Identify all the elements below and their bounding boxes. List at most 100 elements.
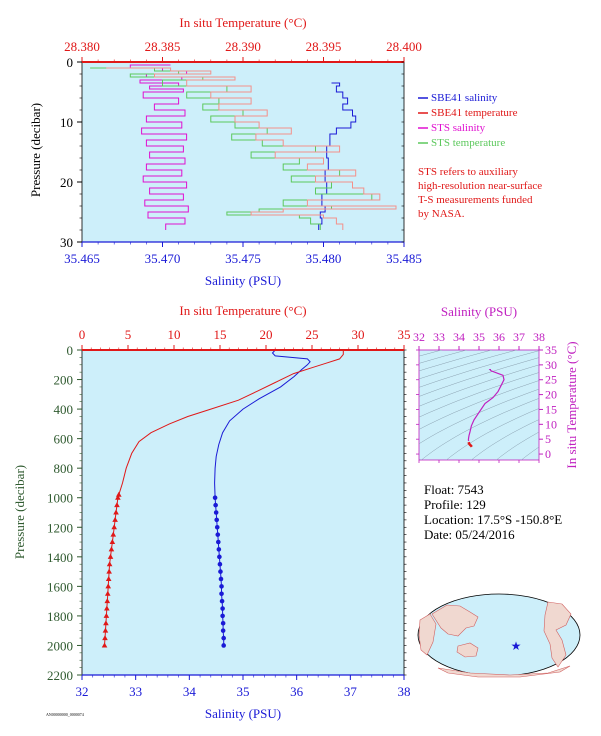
series-temperature-deep-line bbox=[104, 494, 120, 646]
x-tick-label: 36 bbox=[290, 684, 304, 699]
bottom-plot-area bbox=[81, 349, 405, 676]
temperature-marker bbox=[104, 605, 110, 611]
x-top-tick-label: 35 bbox=[398, 327, 411, 342]
series-salinity-line bbox=[214, 349, 311, 498]
ts-y-tick-label: 25 bbox=[545, 373, 557, 387]
salinity-marker bbox=[217, 554, 222, 560]
y-tick-label: 0 bbox=[67, 55, 74, 70]
map-land-europe-africa bbox=[418, 613, 437, 656]
x-top-tick-label: 25 bbox=[306, 327, 319, 342]
series-sts-salinity bbox=[129, 64, 189, 230]
x-tick-label: 35.465 bbox=[64, 251, 100, 266]
legend-label: STS salinity bbox=[431, 122, 486, 134]
x-tick-label: 35.485 bbox=[386, 251, 422, 266]
isopycnal bbox=[419, 350, 518, 380]
salinity-marker bbox=[220, 613, 225, 619]
profile-number: Profile: 129 bbox=[424, 497, 486, 512]
y-tick-label: 1800 bbox=[47, 609, 73, 624]
top-panel-top-axis-title: In situ Temperature (°C) bbox=[179, 15, 306, 30]
x-tick-label: 37 bbox=[344, 684, 358, 699]
temperature-marker bbox=[112, 516, 118, 522]
x-top-tick-label: 20 bbox=[260, 327, 273, 342]
isopycnal bbox=[419, 350, 539, 388]
bottom-panel: 32 33 34 35 36 37 38 0 5 10 15 20 25 30 35 0 200 400 600 80… bbox=[12, 303, 411, 721]
world-map: ★ bbox=[417, 593, 581, 678]
y-tick-label: 400 bbox=[54, 402, 74, 417]
legend-item-sts-temperature: STS temperature bbox=[418, 137, 505, 149]
y-tick-label: 600 bbox=[54, 432, 74, 447]
map-land-australia bbox=[456, 642, 479, 658]
y-tick-label: 200 bbox=[54, 373, 74, 388]
legend: SBE41 salinity SBE41 temperature STS sal… bbox=[418, 92, 518, 149]
salinity-marker bbox=[221, 643, 226, 648]
ts-x-tick-label: 35 bbox=[473, 330, 485, 344]
legend-item-sbe41-salinity: SBE41 salinity bbox=[418, 92, 498, 104]
salinity-marker bbox=[212, 495, 218, 501]
isopycnal bbox=[419, 357, 539, 397]
legend-label: SBE41 temperature bbox=[431, 107, 518, 119]
ts-plot-area bbox=[418, 349, 540, 461]
x-top-tick-label: 10 bbox=[168, 327, 181, 342]
x-tick-label: 33 bbox=[129, 684, 142, 699]
temperature-marker bbox=[101, 642, 108, 648]
isopycnal bbox=[496, 431, 539, 460]
temperature-marker bbox=[105, 575, 112, 581]
x-tick-label: 35 bbox=[237, 684, 250, 699]
salinity-marker bbox=[217, 561, 223, 567]
y-tick-label: 1000 bbox=[47, 491, 73, 506]
y-tick-label: 2000 bbox=[47, 638, 73, 653]
top-axes: 35.465 35.470 35.475 35.480 35.485 28.380 28.3… bbox=[60, 39, 422, 266]
temperature-marker bbox=[102, 627, 109, 633]
sts-note: STS refers to auxiliary high-resolution … bbox=[418, 166, 542, 220]
x-top-tick-label: 28.395 bbox=[306, 39, 342, 54]
note-line-3: T-S measurements funded bbox=[418, 194, 533, 206]
legend-item-sts-salinity: STS salinity bbox=[418, 122, 486, 134]
x-tick-label: 34 bbox=[183, 684, 197, 699]
ts-y-tick-label: 35 bbox=[545, 343, 557, 357]
bottom-axes: 32 33 34 35 36 37 38 0 5 10 15 20 25 30 35 0 200 400 600 80… bbox=[47, 327, 411, 699]
map-land-americas bbox=[543, 601, 572, 668]
temperature-marker bbox=[109, 539, 116, 545]
salinity-marker bbox=[216, 547, 222, 552]
bottom-series bbox=[101, 349, 344, 648]
temperature-marker bbox=[107, 553, 114, 559]
legend-item-sbe41-temperature: SBE41 temperature bbox=[418, 107, 518, 119]
salinity-marker bbox=[219, 584, 224, 589]
x-tick-label: 35.475 bbox=[225, 251, 261, 266]
isopycnal bbox=[419, 364, 539, 407]
ts-x-tick-label: 33 bbox=[433, 330, 445, 344]
note-line-2: high-resolution near-surface bbox=[418, 180, 542, 192]
x-top-tick-label: 5 bbox=[125, 327, 132, 342]
x-tick-label: 35.470 bbox=[145, 251, 181, 266]
ts-right-axis-title: In situ Temperature (°C) bbox=[564, 341, 579, 468]
temperature-marker bbox=[111, 524, 117, 530]
x-top-tick-label: 30 bbox=[352, 327, 365, 342]
x-top-tick-label: 28.385 bbox=[145, 39, 181, 54]
isopycnal bbox=[421, 398, 539, 460]
salinity-marker bbox=[219, 591, 224, 597]
bottom-panel-top-axis-title: In situ Temperature (°C) bbox=[179, 303, 306, 318]
float-location-star-icon: ★ bbox=[511, 639, 522, 653]
series-sts-temperature-second-sensor bbox=[106, 67, 397, 230]
isopycnal bbox=[596, 347, 601, 460]
date: Date: 05/24/2016 bbox=[424, 527, 515, 542]
salinity-marker bbox=[215, 532, 221, 537]
isopycnal-lines bbox=[419, 347, 601, 460]
map-land-asia bbox=[431, 604, 479, 637]
ts-x-tick-label: 32 bbox=[413, 330, 425, 344]
top-panel-bottom-axis-title: Salinity (PSU) bbox=[205, 273, 281, 288]
temperature-marker bbox=[105, 583, 112, 589]
series-temperature-line bbox=[118, 350, 344, 495]
temperature-marker bbox=[114, 502, 120, 508]
bottom-panel-left-axis-title: Pressure (decibar) bbox=[12, 465, 27, 559]
temperature-marker bbox=[104, 590, 111, 596]
isopycnal bbox=[446, 408, 539, 460]
salinity-marker bbox=[220, 606, 225, 611]
temperature-marker bbox=[115, 494, 121, 500]
salinity-marker bbox=[214, 517, 220, 523]
salinity-marker bbox=[220, 620, 226, 626]
temperature-marker bbox=[103, 612, 110, 618]
isopycnal bbox=[419, 350, 493, 372]
map-land-antarctica bbox=[437, 665, 571, 678]
